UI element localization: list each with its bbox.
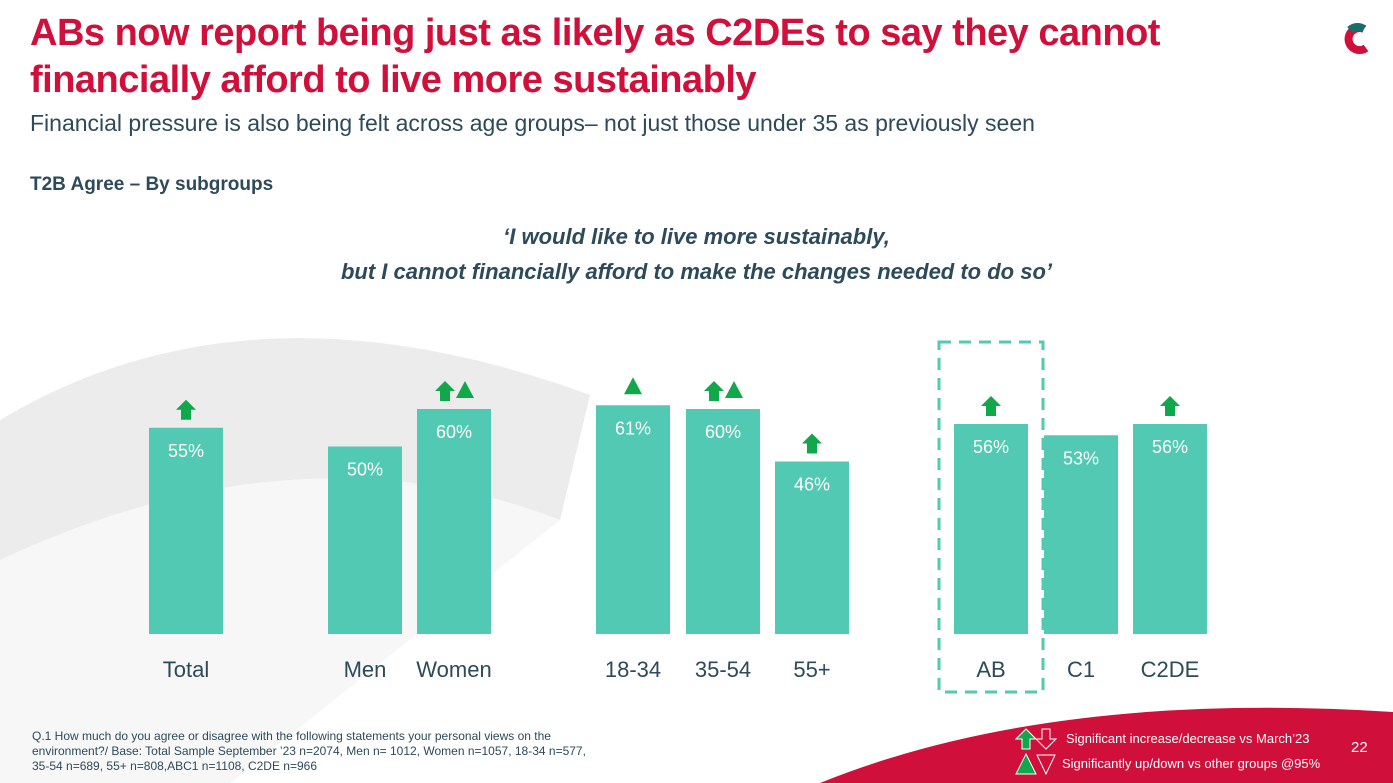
section-label: T2B Agree – By subgroups — [30, 174, 274, 195]
data-label: 60% — [436, 422, 472, 442]
down-triangle-outline-icon — [1036, 754, 1056, 776]
bar-55+ — [775, 461, 849, 634]
data-label: 50% — [347, 460, 383, 480]
sig-up-triangle-icon — [456, 381, 474, 398]
sig-increase-arrow-icon — [1160, 396, 1180, 416]
sig-increase-arrow-icon — [704, 381, 724, 401]
category-label: 35-54 — [695, 657, 751, 682]
data-label: 55% — [168, 441, 204, 461]
data-label: 46% — [794, 475, 830, 495]
sig-increase-arrow-icon — [981, 396, 1001, 416]
category-label: Women — [416, 657, 491, 682]
bar-C1 — [1044, 435, 1118, 634]
down-arrow-outline-icon — [1034, 728, 1058, 750]
quote-line-2: but I cannot financially afford to make … — [340, 259, 1053, 284]
category-label: 18-34 — [605, 657, 661, 682]
page-number: 22 — [1351, 739, 1368, 756]
page-subtitle: Financial pressure is also being felt ac… — [30, 110, 1035, 136]
sig-increase-arrow-icon — [176, 399, 196, 420]
category-label: 55+ — [793, 657, 830, 682]
up-arrow-icon — [1015, 728, 1038, 750]
data-label: 53% — [1063, 448, 1099, 468]
highlight-box — [937, 340, 1045, 694]
legend-triangle-text: Significantly up/down vs other groups @9… — [1062, 756, 1321, 771]
bar-AB — [954, 424, 1028, 634]
data-label: 56% — [1152, 437, 1188, 457]
sig-up-triangle-icon — [624, 377, 642, 395]
sig-up-triangle-icon — [725, 381, 743, 398]
bar-Men — [328, 446, 402, 634]
bar-18-34 — [596, 405, 670, 634]
sig-increase-arrow-icon — [435, 381, 455, 401]
up-triangle-icon — [1015, 752, 1037, 775]
data-label: 56% — [973, 437, 1009, 457]
footnote: Q.1 How much do you agree or disagree wi… — [32, 729, 586, 773]
category-label: C2DE — [1141, 657, 1200, 682]
quote-line-1: ‘I would like to live more sustainably, — [503, 224, 890, 249]
legend-icons — [1015, 728, 1058, 776]
legend-arrow-text: Significant increase/decrease vs March’2… — [1066, 731, 1310, 746]
category-label: AB — [976, 657, 1005, 682]
sig-increase-arrow-icon — [802, 433, 822, 454]
category-label: Total — [163, 657, 209, 682]
data-label: 60% — [705, 422, 741, 442]
data-label: 61% — [615, 418, 651, 438]
category-label: Men — [344, 657, 387, 682]
bar-C2DE — [1133, 424, 1207, 634]
footer-band — [820, 707, 1393, 783]
company-logo — [1344, 22, 1369, 54]
bar-35-54 — [686, 409, 760, 634]
category-label: C1 — [1067, 657, 1095, 682]
page-title: ABs now report being just as likely as C… — [30, 12, 1160, 101]
bar-Women — [417, 409, 491, 634]
bar-Total — [149, 427, 223, 634]
